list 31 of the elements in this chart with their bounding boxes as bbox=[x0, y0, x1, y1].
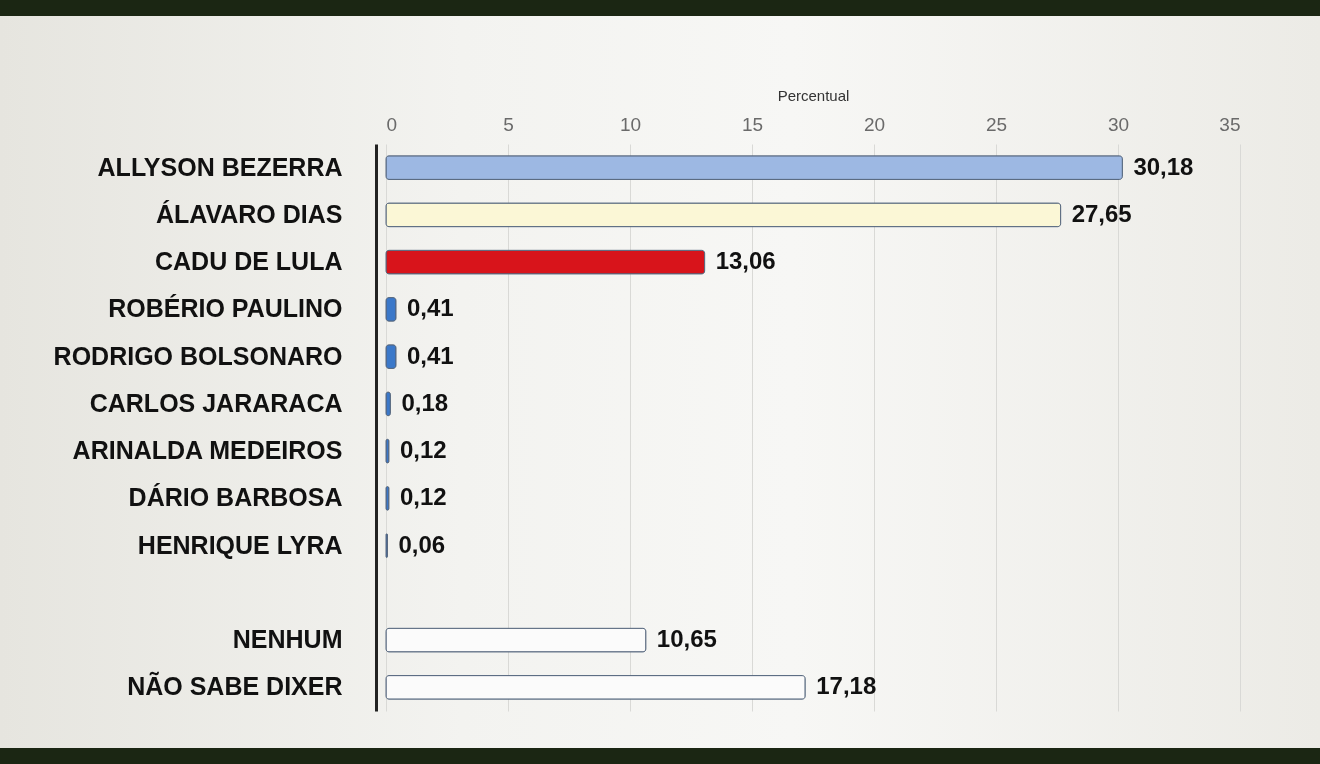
x-axis-title: Percentual bbox=[777, 86, 850, 104]
x-tick-label: 15 bbox=[741, 113, 764, 135]
data-label: 27,65 bbox=[1071, 199, 1132, 227]
y-tick-label: HENRIQUE LYRA bbox=[137, 530, 343, 559]
data-label: 10,65 bbox=[656, 625, 717, 653]
data-label: 13,06 bbox=[715, 247, 776, 275]
data-label: 0,12 bbox=[399, 483, 447, 511]
y-tick-label: ALLYSON BEZERRA bbox=[97, 152, 343, 181]
data-label: 0,06 bbox=[398, 530, 446, 558]
y-tick-label: RODRIGO BOLSONARO bbox=[53, 341, 343, 370]
y-tick-label: ROBÉRIO PAULINO bbox=[108, 294, 343, 323]
x-tick-label: 20 bbox=[863, 113, 886, 135]
y-tick-label: NENHUM bbox=[232, 625, 343, 654]
data-label: 0,41 bbox=[407, 341, 454, 369]
x-tick-label: 35 bbox=[1219, 113, 1241, 135]
y-tick-label: NÃO SABE DIXER bbox=[127, 671, 343, 701]
y-tick-label: CADU DE LULA bbox=[155, 247, 343, 276]
data-label: 0,41 bbox=[407, 294, 454, 322]
x-tick-label: 30 bbox=[1107, 113, 1130, 135]
x-tick-label: 5 bbox=[503, 113, 514, 135]
y-tick-label: ÁLAVARO DIAS bbox=[155, 199, 343, 228]
data-label: 17,18 bbox=[816, 672, 877, 700]
data-label: 0,18 bbox=[401, 388, 449, 416]
data-label: 0,12 bbox=[399, 436, 447, 464]
x-tick-label: 25 bbox=[985, 113, 1008, 135]
x-tick-label: 0 bbox=[386, 113, 398, 135]
data-label: 30,18 bbox=[1133, 152, 1194, 180]
y-tick-label: ARINALDA MEDEIROS bbox=[72, 436, 343, 465]
y-tick-label: DÁRIO BARBOSA bbox=[128, 483, 343, 512]
y-tick-label: CARLOS JARARACA bbox=[89, 388, 343, 417]
x-tick-label: 10 bbox=[619, 113, 642, 135]
